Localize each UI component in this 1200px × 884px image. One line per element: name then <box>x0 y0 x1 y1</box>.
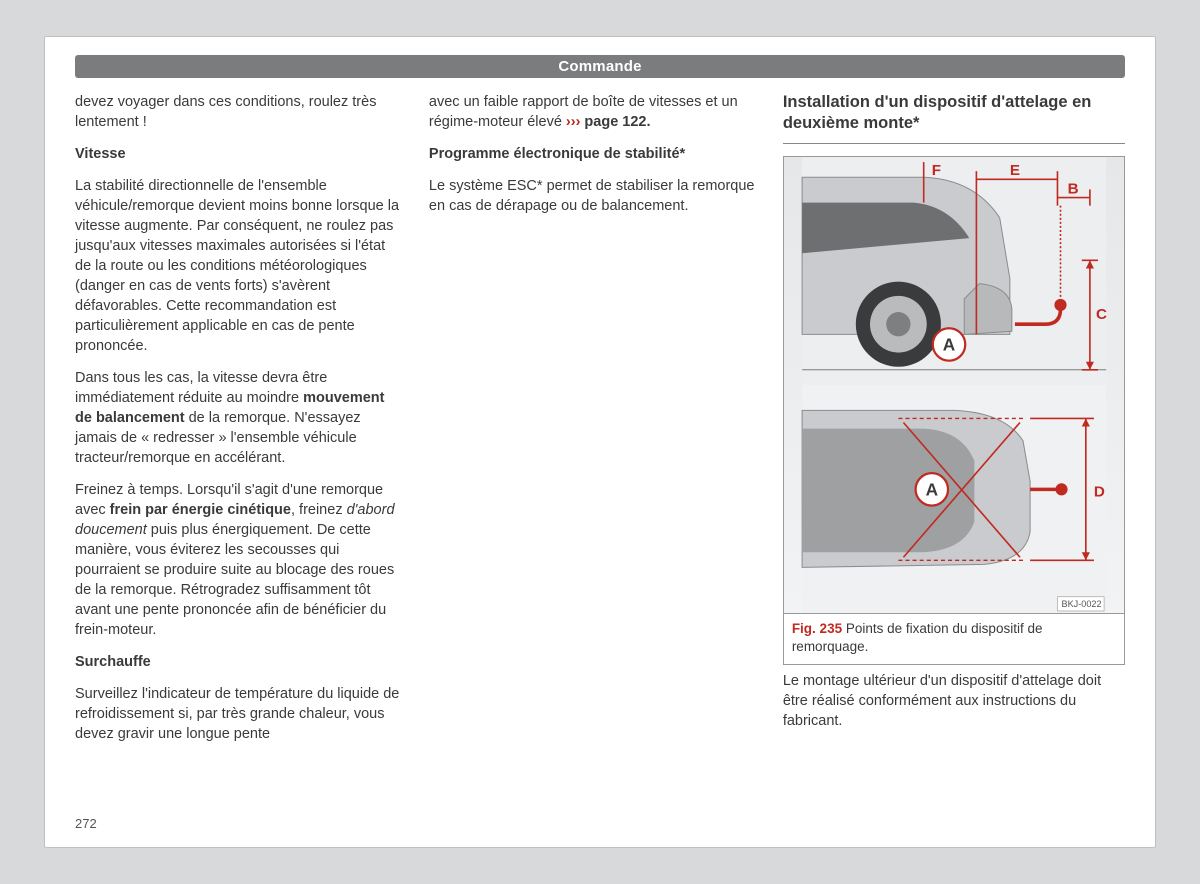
heading-vitesse: Vitesse <box>75 144 401 164</box>
section-header: Commande <box>75 55 1125 78</box>
dim-label-f: F <box>932 162 941 179</box>
heading-surchauffe: Surchauffe <box>75 652 401 672</box>
intro-text: devez voyager dans ces conditions, roule… <box>75 92 401 132</box>
dim-label-c: C <box>1096 306 1107 323</box>
dim-label-d: D <box>1094 483 1105 500</box>
column-3: Installation d'un dispositif d'attelage … <box>783 92 1125 756</box>
manual-page: Commande devez voyager dans ces conditio… <box>44 36 1156 848</box>
text-fragment: , freinez <box>291 502 347 518</box>
col3-title: Installation d'un dispositif d'attelage … <box>783 92 1125 144</box>
column-1: devez voyager dans ces conditions, roule… <box>75 92 401 756</box>
text-fragment: puis plus énergiquement. De cette manièr… <box>75 522 394 638</box>
figure-caption: Fig. 235 Points de fixation du dispositi… <box>784 613 1124 664</box>
vitesse-p2: Dans tous les cas, la vitesse devra être… <box>75 368 401 468</box>
col2-p1: avec un faible rapport de boîte de vites… <box>429 92 755 132</box>
callout-a-top: A <box>925 479 937 499</box>
col3-p1: Le montage ultérieur d'un dispositif d'a… <box>783 671 1125 731</box>
dim-label-b: B <box>1067 180 1078 197</box>
figure-box: F E B <box>783 156 1125 665</box>
page-link-icon: ››› <box>566 114 581 130</box>
figure-illustration: F E B <box>784 157 1124 613</box>
figure-number: Fig. 235 <box>792 621 842 636</box>
text-fragment: Dans tous les cas, la vitesse devra être… <box>75 370 327 406</box>
vitesse-p1: La stabilité directionnelle de l'ensembl… <box>75 176 401 356</box>
page-number: 272 <box>75 816 97 831</box>
content-columns: devez voyager dans ces conditions, roule… <box>75 92 1125 756</box>
heading-esc: Programme électronique de stabilité* <box>429 144 755 164</box>
callout-a-side: A <box>943 334 955 354</box>
vitesse-p3: Freinez à temps. Lorsqu'il s'agit d'une … <box>75 480 401 640</box>
column-2: avec un faible rapport de boîte de vites… <box>429 92 755 756</box>
esc-p1: Le système ESC* permet de stabiliser la … <box>429 176 755 216</box>
surchauffe-p1: Surveillez l'indicateur de température d… <box>75 684 401 744</box>
bold-fragment: frein par énergie cinétique <box>110 502 291 518</box>
towing-diagram-svg: F E B <box>784 157 1124 613</box>
figure-ref-code: BKJ-0022 <box>1061 599 1101 609</box>
page-ref: page 122. <box>580 114 650 130</box>
dim-label-e: E <box>1010 162 1020 179</box>
